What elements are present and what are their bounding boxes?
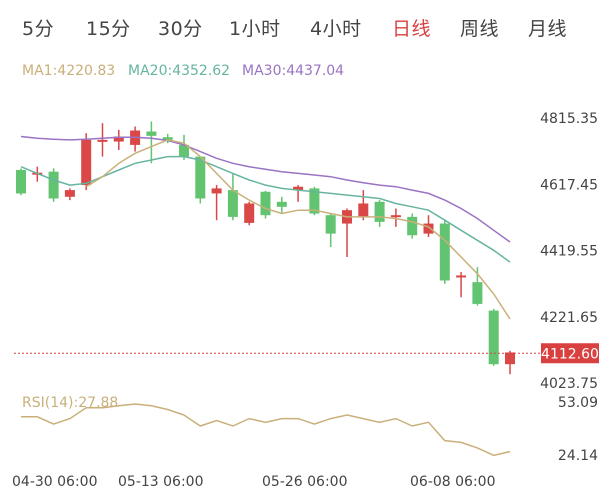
candle-body	[16, 170, 26, 194]
candle-body	[374, 201, 385, 222]
tab-15min[interactable]: 15分	[86, 18, 131, 40]
rsi-tick-label: 24.14	[558, 448, 598, 464]
x-tick-label: 06-08 06:00	[410, 474, 495, 490]
y-tick-label: 4221.65	[540, 310, 598, 326]
tab-5min[interactable]: 5分	[22, 18, 55, 40]
candle-body	[456, 275, 467, 278]
last-price-badge	[541, 343, 599, 364]
candle-body	[179, 144, 189, 157]
candle-body	[488, 310, 499, 365]
candle-body	[81, 139, 92, 186]
candle-body	[423, 223, 434, 234]
candle-body	[48, 171, 59, 199]
candle-body	[505, 352, 515, 365]
candle-body	[195, 156, 206, 199]
candle-body	[146, 131, 157, 136]
y-tick-label: 4419.55	[540, 244, 598, 260]
tab-daily[interactable]: 日线	[392, 18, 432, 40]
candle-body	[260, 191, 271, 216]
ma1-line	[85, 139, 511, 320]
candle-body	[276, 201, 287, 207]
candle-body	[309, 188, 320, 214]
candle-body	[64, 190, 75, 197]
tab-4hour[interactable]: 4小时	[310, 18, 362, 40]
candle-body	[211, 188, 222, 194]
y-axis: 4815.35 4617.45 4419.55 4221.65 4023.75	[540, 111, 598, 392]
rsi-line	[21, 403, 511, 457]
rsi-label: RSI(14):27.88	[22, 395, 118, 411]
x-tick-label: 04-30 06:00	[12, 474, 97, 490]
candle-body	[97, 139, 108, 142]
ma30-legend: MA30:4437.04	[242, 63, 345, 79]
y-tick-label: 4617.45	[540, 177, 598, 193]
candles-layer	[16, 121, 515, 375]
tab-30min[interactable]: 30分	[158, 18, 203, 40]
y-tick-label: 4023.75	[540, 376, 598, 392]
candle-body	[472, 282, 483, 304]
x-tick-label: 05-26 06:00	[262, 474, 347, 490]
candle-body	[227, 190, 238, 217]
candle-body	[244, 203, 255, 223]
x-axis: 04-30 06:00 05-13 06:00 05-26 06:00 06-08 0…	[12, 474, 495, 490]
candle-body	[358, 203, 369, 217]
candle-body	[439, 223, 450, 281]
candle-body	[390, 215, 401, 218]
ma-lines-layer	[20, 135, 511, 320]
rsi-panel: RSI(14):27.88 53.09 24.14	[21, 395, 598, 464]
timeframe-tabs: 5分 15分 30分 1小时 4小时 日线 周线 月线	[0, 0, 603, 56]
ma20-legend: MA20:4352.62	[128, 63, 231, 79]
tab-1hour[interactable]: 1小时	[229, 18, 281, 40]
candle-body	[113, 136, 124, 142]
y-tick-label: 4815.35	[540, 111, 598, 127]
tab-monthly[interactable]: 月线	[528, 18, 568, 40]
x-tick-label: 05-13 06:00	[118, 474, 203, 490]
tab-weekly[interactable]: 周线	[460, 18, 500, 40]
last-price-layer: 4112.60	[14, 343, 599, 364]
candle-body	[325, 215, 336, 234]
rsi-tick-label: 53.09	[558, 395, 598, 411]
ma1-legend: MA1:4220.83	[22, 63, 116, 79]
last-price-label: 4112.60	[541, 346, 599, 362]
candle-body	[293, 186, 304, 191]
ma30-line	[20, 135, 511, 243]
candle-body	[162, 137, 173, 140]
candle-body	[407, 216, 418, 236]
